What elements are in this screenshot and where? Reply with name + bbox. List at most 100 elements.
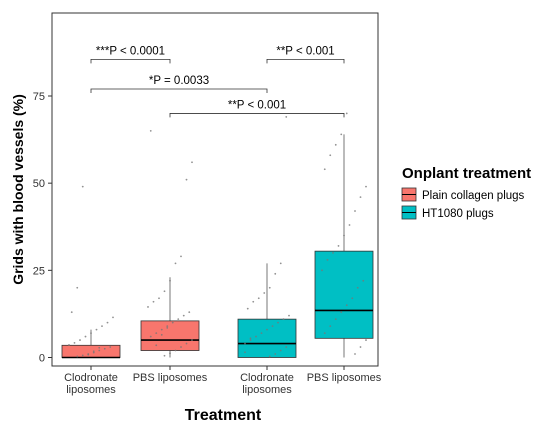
significance-label: **P < 0.001 bbox=[276, 45, 334, 57]
data-point bbox=[76, 286, 79, 289]
bracket-line bbox=[90, 58, 171, 64]
data-point bbox=[81, 185, 84, 188]
data-point bbox=[147, 306, 149, 308]
data-point bbox=[152, 300, 155, 303]
data-point bbox=[182, 314, 185, 317]
data-point bbox=[329, 325, 332, 328]
box-iqr bbox=[237, 318, 297, 358]
box-iqr bbox=[61, 344, 121, 358]
data-point bbox=[112, 316, 114, 319]
data-point bbox=[149, 129, 152, 132]
data-point bbox=[171, 321, 174, 324]
data-point bbox=[365, 339, 367, 341]
data-point bbox=[185, 178, 188, 181]
y-tick-label: 75 bbox=[33, 91, 45, 103]
data-point bbox=[103, 347, 106, 350]
bracket-line bbox=[90, 88, 268, 94]
box-iqr bbox=[314, 250, 374, 339]
significance-bracket: ***P < 0.0001 bbox=[90, 45, 171, 64]
data-point bbox=[163, 290, 166, 293]
x-tick-label-line: PBS liposomes bbox=[307, 372, 382, 384]
data-point bbox=[84, 335, 87, 338]
data-point bbox=[285, 346, 288, 348]
data-point bbox=[362, 279, 365, 282]
data-point bbox=[76, 355, 79, 358]
x-tick-label: Clodronate liposomes bbox=[240, 372, 294, 396]
data-point bbox=[109, 346, 112, 348]
data-point bbox=[354, 353, 356, 355]
significance-bracket: **P < 0.001 bbox=[169, 99, 345, 118]
data-point bbox=[257, 297, 260, 300]
data-point bbox=[288, 314, 290, 317]
data-point bbox=[191, 339, 193, 341]
legend-title: Onplant treatment bbox=[402, 165, 531, 182]
data-point bbox=[365, 185, 367, 188]
box-iqr bbox=[140, 320, 200, 351]
data-point bbox=[340, 311, 343, 314]
y-tick-label: 50 bbox=[33, 178, 45, 190]
significance-bracket: *P = 0.0033 bbox=[90, 75, 268, 94]
data-point bbox=[345, 304, 348, 307]
data-point bbox=[343, 234, 345, 237]
data-point bbox=[87, 353, 90, 356]
data-point bbox=[271, 325, 274, 328]
bracket-line bbox=[266, 58, 345, 64]
x-tick-label: Clodronate liposomes bbox=[64, 372, 118, 396]
data-point bbox=[81, 354, 84, 357]
data-point bbox=[160, 333, 163, 336]
data-point bbox=[90, 332, 92, 334]
data-point bbox=[174, 349, 177, 352]
panel-border bbox=[51, 12, 379, 367]
data-point bbox=[185, 342, 188, 345]
box-4 bbox=[314, 112, 374, 358]
data-point bbox=[79, 339, 81, 341]
data-point bbox=[266, 328, 268, 331]
data-point bbox=[180, 346, 182, 348]
data-point bbox=[285, 116, 288, 118]
y-tick-label: 0 bbox=[39, 353, 45, 365]
legend-label: Plain collagen plugs bbox=[422, 190, 525, 202]
data-point bbox=[268, 286, 271, 289]
data-point bbox=[106, 321, 109, 324]
data-point bbox=[274, 272, 277, 275]
data-point bbox=[359, 346, 362, 348]
data-point bbox=[323, 168, 326, 171]
bracket-line bbox=[169, 113, 345, 118]
legend: Onplant treatment Plain collagen plugs HT1… bbox=[401, 165, 531, 220]
data-point bbox=[337, 245, 340, 247]
data-point bbox=[252, 300, 255, 303]
data-point bbox=[163, 354, 166, 357]
data-point bbox=[188, 311, 191, 314]
x-tick-label-line: Clodronate bbox=[240, 372, 294, 384]
x-tick-label-line: liposomes bbox=[242, 384, 292, 396]
box-2 bbox=[140, 129, 200, 358]
data-point bbox=[274, 353, 277, 355]
data-point bbox=[268, 355, 271, 358]
data-point bbox=[354, 210, 356, 212]
data-point bbox=[260, 332, 263, 334]
data-point bbox=[334, 318, 337, 321]
data-point bbox=[70, 311, 73, 314]
data-point bbox=[282, 318, 285, 321]
data-point bbox=[351, 297, 354, 300]
data-point bbox=[92, 350, 95, 353]
data-point bbox=[169, 352, 171, 355]
data-point bbox=[101, 325, 103, 328]
significance-label: **P < 0.001 bbox=[228, 99, 286, 111]
data-point bbox=[169, 279, 171, 282]
y-axis-title: Grids with blood vessels (%) bbox=[10, 94, 26, 285]
legend-label: HT1080 plugs bbox=[422, 208, 494, 220]
data-point bbox=[279, 262, 282, 265]
data-point bbox=[356, 286, 359, 289]
x-tick-label-line: Clodronate bbox=[64, 372, 118, 384]
data-point bbox=[255, 335, 257, 338]
data-point bbox=[246, 307, 249, 310]
significance-bracket: **P < 0.001 bbox=[266, 45, 345, 64]
data-point bbox=[149, 335, 152, 338]
data-point bbox=[263, 292, 266, 294]
data-point bbox=[177, 318, 180, 321]
x-tick-label: PBS liposomes bbox=[307, 372, 382, 384]
data-point bbox=[98, 349, 101, 352]
y-tick-label: 25 bbox=[33, 265, 45, 277]
